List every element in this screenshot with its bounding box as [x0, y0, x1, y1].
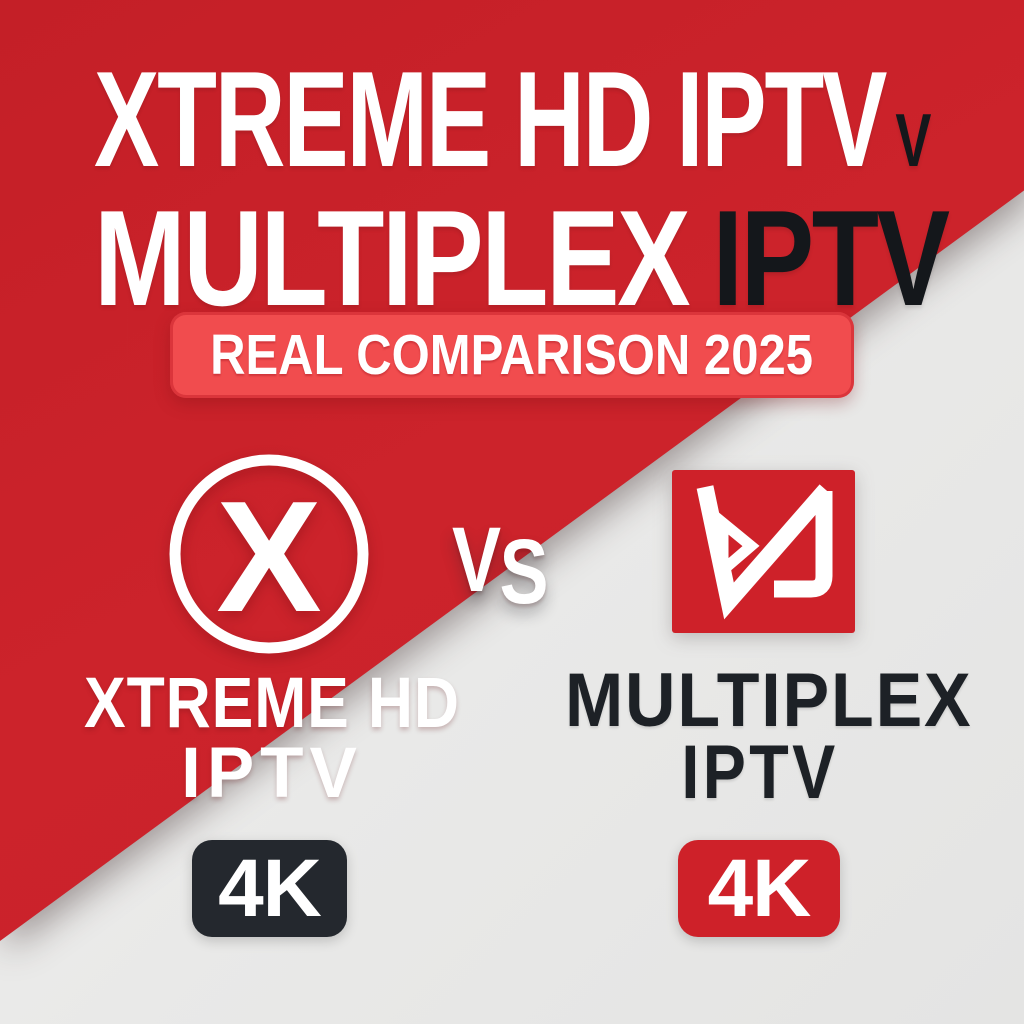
x-circle-logo-icon: X	[169, 454, 369, 654]
title-line-1: XTREME HD IPTV V	[94, 51, 932, 199]
left-service-name-line2: IPTV	[181, 734, 363, 813]
right-service-name: MULTIPLEX IPTV	[548, 658, 973, 815]
title-versus-letter: V	[895, 98, 932, 182]
title-line-2-suffix: IPTV	[712, 182, 950, 334]
left-service-name-line1: XTREME HD	[84, 664, 460, 743]
left-quality-badge-label: 4K	[218, 842, 322, 934]
comparison-ribbon: REAL COMPARISON 2025	[170, 312, 854, 398]
right-service-name-line2: IPTV	[681, 730, 839, 815]
right-quality-badge: 4K	[678, 840, 840, 937]
right-quality-badge-label: 4K	[707, 842, 812, 934]
x-logo-letter: X	[216, 469, 321, 645]
left-service-name: XTREME HD IPTV	[40, 664, 504, 813]
m-square-logo-icon	[672, 470, 855, 633]
page-title: XTREME HD IPTV V MULTIPLEX IPTV	[94, 51, 1024, 326]
comparison-ribbon-label: REAL COMPARISON 2025	[210, 323, 814, 387]
title-line-2-text: MULTIPLEX	[94, 182, 691, 334]
right-service-name-line1: MULTIPLEX	[564, 658, 973, 743]
vs-letter-s: S	[499, 521, 549, 623]
vs-letter-v: V	[452, 509, 501, 611]
left-quality-badge: 4K	[192, 840, 347, 937]
vs-text: VS	[452, 514, 549, 618]
title-line-2: MULTIPLEX IPTV	[94, 190, 1024, 326]
title-line-1-text: XTREME HD IPTV	[94, 43, 887, 195]
